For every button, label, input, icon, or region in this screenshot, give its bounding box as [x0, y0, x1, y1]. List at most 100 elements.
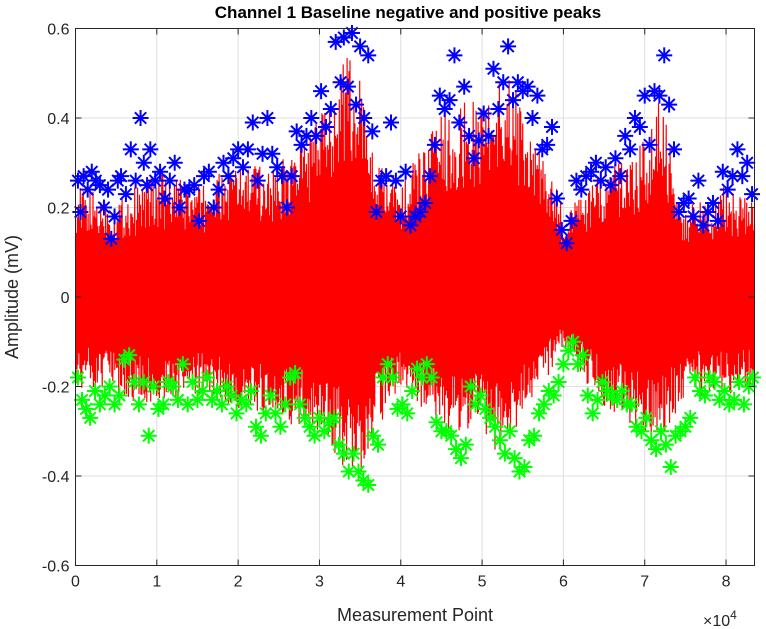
- positive-peak-marker: [695, 217, 712, 234]
- positive-peak-marker: [360, 47, 377, 64]
- negative-peak-marker: [545, 387, 562, 404]
- negative-peak-marker: [555, 356, 572, 373]
- negative-peak-marker: [526, 427, 543, 444]
- positive-peak-marker: [612, 168, 629, 185]
- negative-peak-marker: [560, 342, 577, 359]
- negative-peak-marker: [121, 347, 138, 364]
- positive-peak-marker: [422, 168, 439, 185]
- positive-peak-marker: [100, 181, 117, 198]
- positive-peak-marker: [348, 96, 365, 113]
- x-tick-label: 7: [640, 574, 649, 591]
- negative-peak-marker: [682, 409, 699, 426]
- negative-peak-marker: [262, 387, 279, 404]
- positive-peak-marker: [744, 186, 761, 203]
- negative-peak-marker: [145, 378, 162, 395]
- x-tick-label: 2: [234, 574, 243, 591]
- positive-peak-marker: [475, 105, 492, 122]
- y-tick-label: -0.2: [42, 380, 70, 397]
- negative-peak-marker: [291, 396, 308, 413]
- negative-peak-marker: [252, 427, 269, 444]
- negative-peak-marker: [360, 476, 377, 493]
- positive-peak-marker: [631, 118, 648, 135]
- negative-peaks-series: [69, 333, 761, 493]
- positive-peak-marker: [441, 92, 458, 109]
- positive-peak-marker: [661, 96, 678, 113]
- positive-peak-marker: [480, 127, 497, 144]
- positive-peak-marker: [617, 127, 634, 144]
- x-axis-ticks: 0 1 2 3 4 5 6 7 8: [71, 28, 731, 591]
- negative-peak-marker: [287, 365, 304, 382]
- positive-peak-marker: [343, 24, 360, 41]
- positive-peak-marker: [500, 38, 517, 55]
- positive-peak-marker: [117, 186, 134, 203]
- negative-peak-marker: [565, 333, 582, 350]
- y-tick-label: -0.6: [42, 559, 70, 576]
- y-tick-label: 0.6: [47, 22, 69, 39]
- negative-peak-marker: [457, 436, 474, 453]
- negative-peak-marker: [687, 369, 704, 386]
- y-tick-label: 0.2: [47, 201, 69, 218]
- positive-peak-marker: [106, 208, 123, 225]
- y-tick-label: 0.4: [47, 111, 69, 128]
- y-axis-ticks: -0.6 -0.4 -0.2 0 0.2 0.4 0.6: [42, 22, 755, 576]
- x-tick-label: 8: [722, 574, 731, 591]
- negative-peak-marker: [423, 369, 440, 386]
- positive-peak-marker: [132, 110, 149, 126]
- positive-peak-marker: [283, 168, 300, 185]
- negative-peak-marker: [677, 418, 694, 435]
- positive-peak-marker: [705, 195, 722, 212]
- positive-peak-marker: [142, 141, 159, 158]
- positive-peak-marker: [563, 212, 580, 229]
- x-tick-label: 3: [315, 574, 324, 591]
- negative-peak-marker: [111, 387, 128, 404]
- positive-peak-marker: [220, 168, 237, 185]
- positive-peak-marker: [539, 136, 556, 153]
- positive-peak-marker: [339, 78, 356, 95]
- negative-peak-marker: [194, 382, 211, 399]
- negative-peak-marker: [516, 459, 533, 476]
- negative-peak-marker: [199, 369, 216, 386]
- positive-peak-marker: [412, 203, 429, 220]
- positive-peak-marker: [166, 154, 183, 171]
- chart-title: Channel 1 Baseline negative and positive…: [215, 3, 601, 22]
- positive-peak-marker: [303, 110, 320, 126]
- negative-peak-marker: [735, 396, 752, 413]
- negative-peak-marker: [208, 382, 225, 399]
- negative-peak-marker: [238, 396, 255, 413]
- negative-peak-marker: [272, 418, 289, 435]
- negative-peak-marker: [638, 409, 655, 426]
- positive-peak-marker: [719, 181, 736, 198]
- negative-peak-marker: [662, 459, 679, 476]
- positive-peak-marker: [465, 150, 482, 167]
- positive-peak-marker: [364, 123, 381, 140]
- positive-peak-marker: [356, 110, 373, 126]
- positive-peak-marker: [322, 101, 339, 118]
- negative-peak-marker: [399, 405, 416, 422]
- positive-peak-marker: [426, 136, 443, 153]
- negative-peak-marker: [574, 347, 591, 364]
- negative-peak-marker: [69, 369, 86, 386]
- negative-peak-marker: [584, 405, 601, 422]
- x-tick-label: 4: [396, 574, 405, 591]
- positive-peak-marker: [103, 230, 120, 247]
- positive-peak-marker: [656, 47, 673, 64]
- positive-peak-marker: [680, 190, 697, 207]
- x-axis-exponent: ×104: [703, 608, 737, 629]
- positive-peak-marker: [235, 159, 252, 176]
- negative-peak-marker: [243, 382, 260, 399]
- positive-peak-marker: [254, 145, 271, 162]
- negative-peak-marker: [404, 382, 421, 399]
- positive-peak-marker: [264, 145, 281, 162]
- negative-peak-marker: [277, 396, 294, 413]
- negative-peak-marker: [452, 450, 469, 467]
- negative-peak-marker: [696, 387, 713, 404]
- positive-peak-marker: [205, 199, 222, 216]
- positive-peak-marker: [524, 110, 541, 126]
- positive-peak-marker: [210, 181, 227, 198]
- positive-peak-marker: [558, 235, 575, 252]
- positive-peak-marker: [607, 150, 624, 167]
- positive-peak-marker: [171, 199, 188, 216]
- positive-peak-marker: [451, 114, 468, 131]
- positive-peak-marker: [156, 190, 173, 207]
